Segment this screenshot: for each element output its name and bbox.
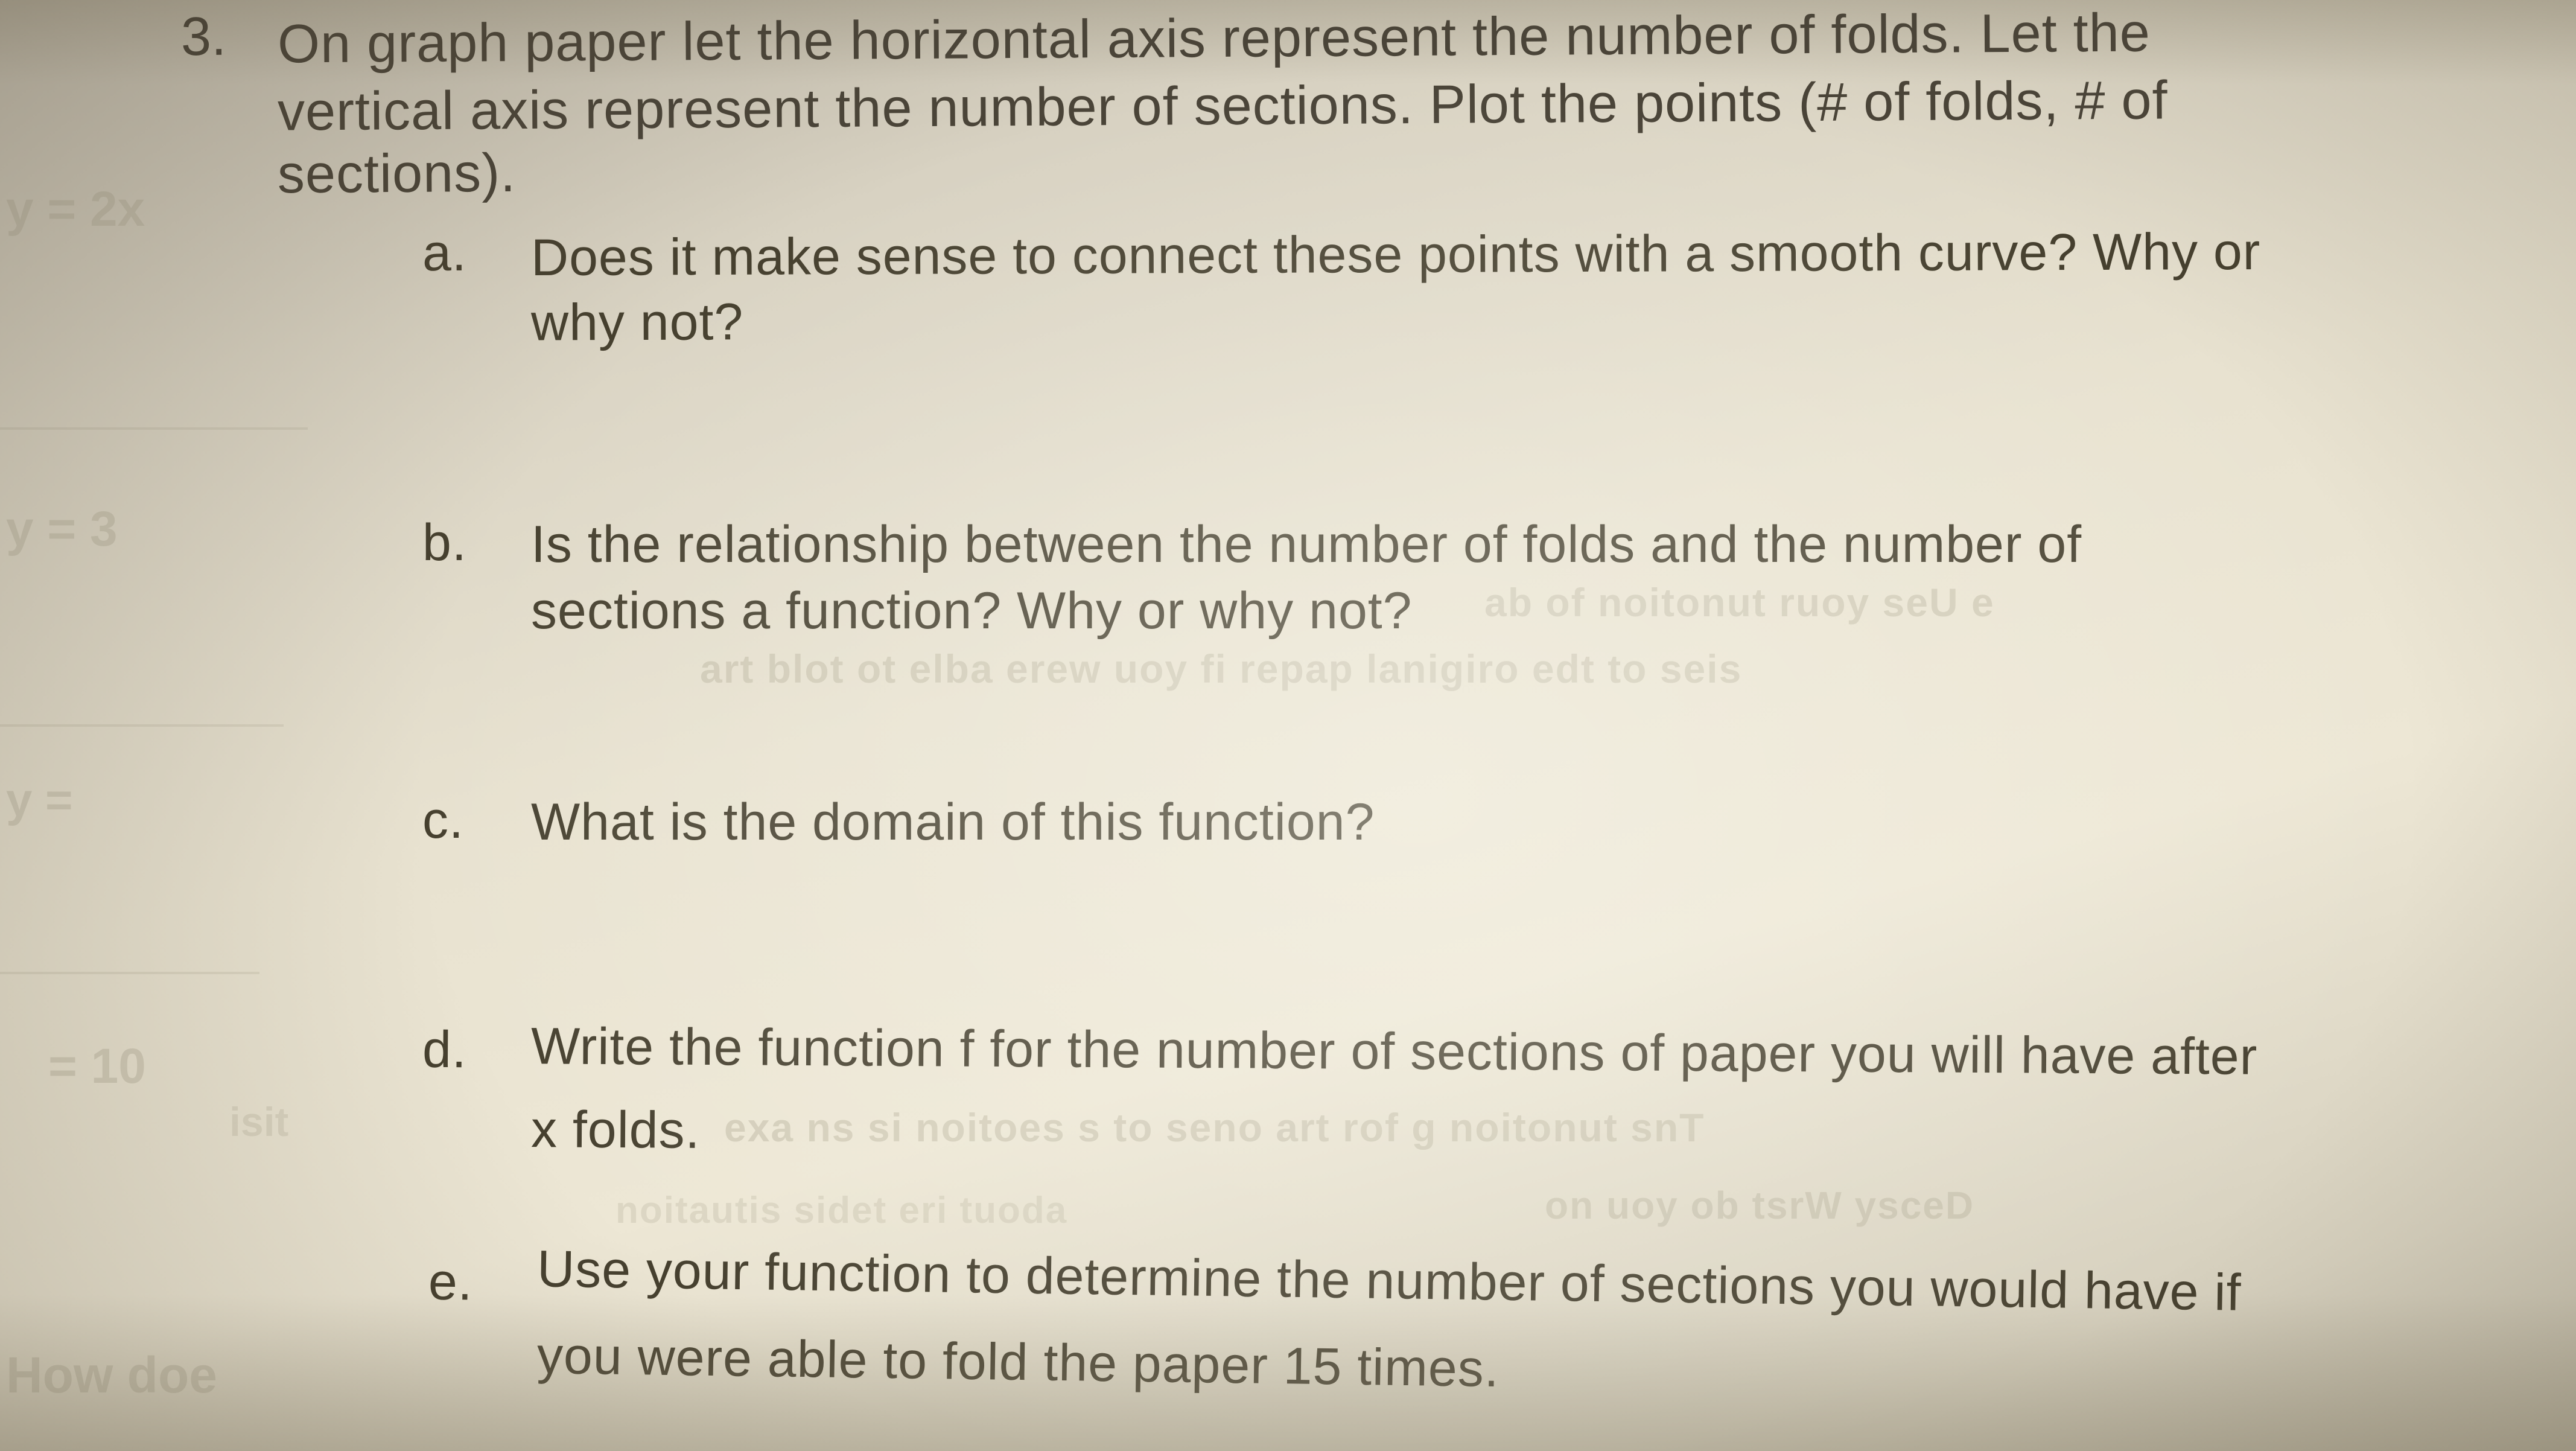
part-e-letter: e. — [428, 1252, 473, 1312]
ghost-edge-isit: isit — [229, 1099, 288, 1146]
part-d-line2: x folds. — [531, 1098, 701, 1162]
ghost-bleed-1: ab of noitonut ruoy seU e — [1484, 579, 1995, 625]
page-vignette — [0, 0, 2576, 1451]
part-e-line1: Use your function to determine the numbe… — [536, 1237, 2242, 1324]
ghost-edge-how: How doe — [6, 1346, 217, 1405]
part-d-line1-text: Write the function f for the number of s… — [531, 1017, 2258, 1085]
ghost-edge-y3: y = 3 — [6, 501, 118, 558]
worksheet-page: y = 2x y = 3 y = = 10 How doe isit ab of… — [0, 0, 2576, 1451]
part-c-line1: What is the domain of this function? — [531, 791, 1375, 854]
ghost-bleed-2: art blot ot elba erew uoy fi repap lanig… — [700, 646, 1742, 692]
ghost-line-3 — [0, 972, 259, 974]
question-intro-line3: sections). — [278, 141, 517, 208]
part-c-letter: c. — [422, 791, 464, 850]
ghost-edge-y2x: y = 2x — [6, 181, 145, 238]
part-d-letter: d. — [422, 1020, 467, 1080]
ghost-line-1 — [0, 427, 308, 430]
part-a-letter: a. — [422, 223, 467, 283]
question-number: 3. — [181, 6, 227, 68]
part-b-letter: b. — [422, 513, 467, 573]
part-e-line2: you were able to fold the paper 15 times… — [536, 1324, 1499, 1401]
ghost-line-2 — [0, 724, 284, 727]
part-b-line2: sections a function? Why or why not? — [531, 579, 1413, 643]
ghost-edge-yeq: y = — [6, 773, 73, 828]
question-intro-line1: On graph paper let the horizontal axis r… — [278, 1, 2151, 78]
part-d-line1: Write the function f for the number of s… — [531, 1015, 2258, 1088]
part-a-line2: why not? — [531, 290, 744, 354]
ghost-bleed-5: noitautis sidet eri tuoda — [615, 1189, 1067, 1232]
ghost-bleed-3: exa ns si noitoes s to seno art rof g no… — [724, 1105, 1705, 1150]
part-b-line1: Is the relationship between the number o… — [531, 513, 2082, 576]
ghost-edge-10: = 10 — [48, 1038, 146, 1095]
part-a-line1: Does it make sense to connect these poin… — [531, 220, 2261, 290]
ghost-bleed-4: on uoy ob tsrW ysceD — [1545, 1183, 1974, 1228]
question-intro-line2: vertical axis represent the number of se… — [278, 68, 2168, 145]
